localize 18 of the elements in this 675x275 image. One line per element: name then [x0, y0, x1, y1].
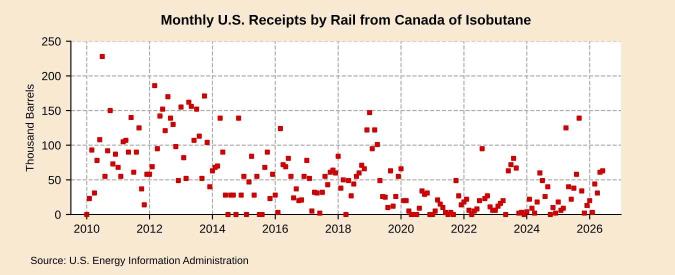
x-tick-label: 2010 — [74, 224, 100, 233]
y-tick-label: 50 — [48, 176, 61, 184]
x-tick-label: 2012 — [137, 224, 162, 233]
x-tick-label: 2024 — [514, 224, 540, 233]
x-tick-label: 2016 — [262, 224, 288, 233]
chart-title: Monthly U.S. Receipts by Rail from Canada of Isobutane — [162, 14, 531, 28]
x-tick-label: 2026 — [577, 224, 602, 233]
y-tick-label: 0 — [55, 210, 61, 219]
source-note: Source: U.S. Energy Information Administration — [30, 256, 248, 266]
x-tick-label: 2022 — [451, 224, 476, 233]
y-tick-label: 200 — [42, 72, 61, 80]
x-tick-label: 2018 — [326, 224, 351, 233]
x-tick-label: 2014 — [200, 224, 226, 233]
y-tick-label: 150 — [42, 106, 61, 115]
y-tick-label: 250 — [42, 37, 61, 46]
y-tick-label: 100 — [42, 141, 61, 150]
y-axis-title: Thousand Barrels — [26, 84, 34, 172]
x-tick-label: 2020 — [388, 224, 414, 233]
